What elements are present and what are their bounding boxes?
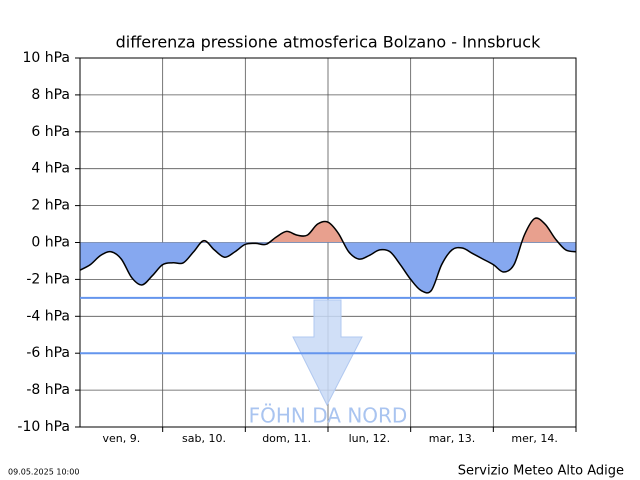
y-tick-label: -2 hPa	[26, 271, 70, 287]
x-tick-label: sab, 10.	[182, 432, 226, 445]
y-tick-label: 2 hPa	[31, 198, 70, 214]
timestamp: 09.05.2025 10:00	[8, 468, 79, 477]
source: Servizio Meteo Alto Adige	[458, 464, 624, 479]
x-tick-label: dom, 11.	[262, 432, 311, 445]
y-tick-label: 10 hPa	[22, 50, 70, 66]
x-tick-label: ven, 9.	[102, 432, 140, 445]
y-tick-label: 0 hPa	[31, 235, 70, 251]
y-tick-label: -8 hPa	[26, 382, 70, 398]
x-tick-label: lun, 12.	[349, 432, 391, 445]
x-tick-label: mar, 13.	[429, 432, 475, 445]
y-tick-label: 4 hPa	[31, 161, 70, 177]
area-positive	[201, 218, 558, 242]
y-tick-label: -4 hPa	[26, 308, 70, 324]
y-tick-label: 6 hPa	[31, 124, 70, 140]
chart-title: differenza pressione atmosferica Bolzano…	[116, 33, 541, 52]
annotation: FÖHN DA NORD	[249, 404, 408, 428]
x-tick-label: mer, 14.	[511, 432, 558, 445]
y-tick-label: -6 hPa	[26, 345, 70, 361]
y-tick-label: 8 hPa	[31, 87, 70, 103]
area-negative	[80, 242, 576, 293]
line	[79, 217, 577, 294]
y-tick-label: -10 hPa	[17, 419, 70, 435]
